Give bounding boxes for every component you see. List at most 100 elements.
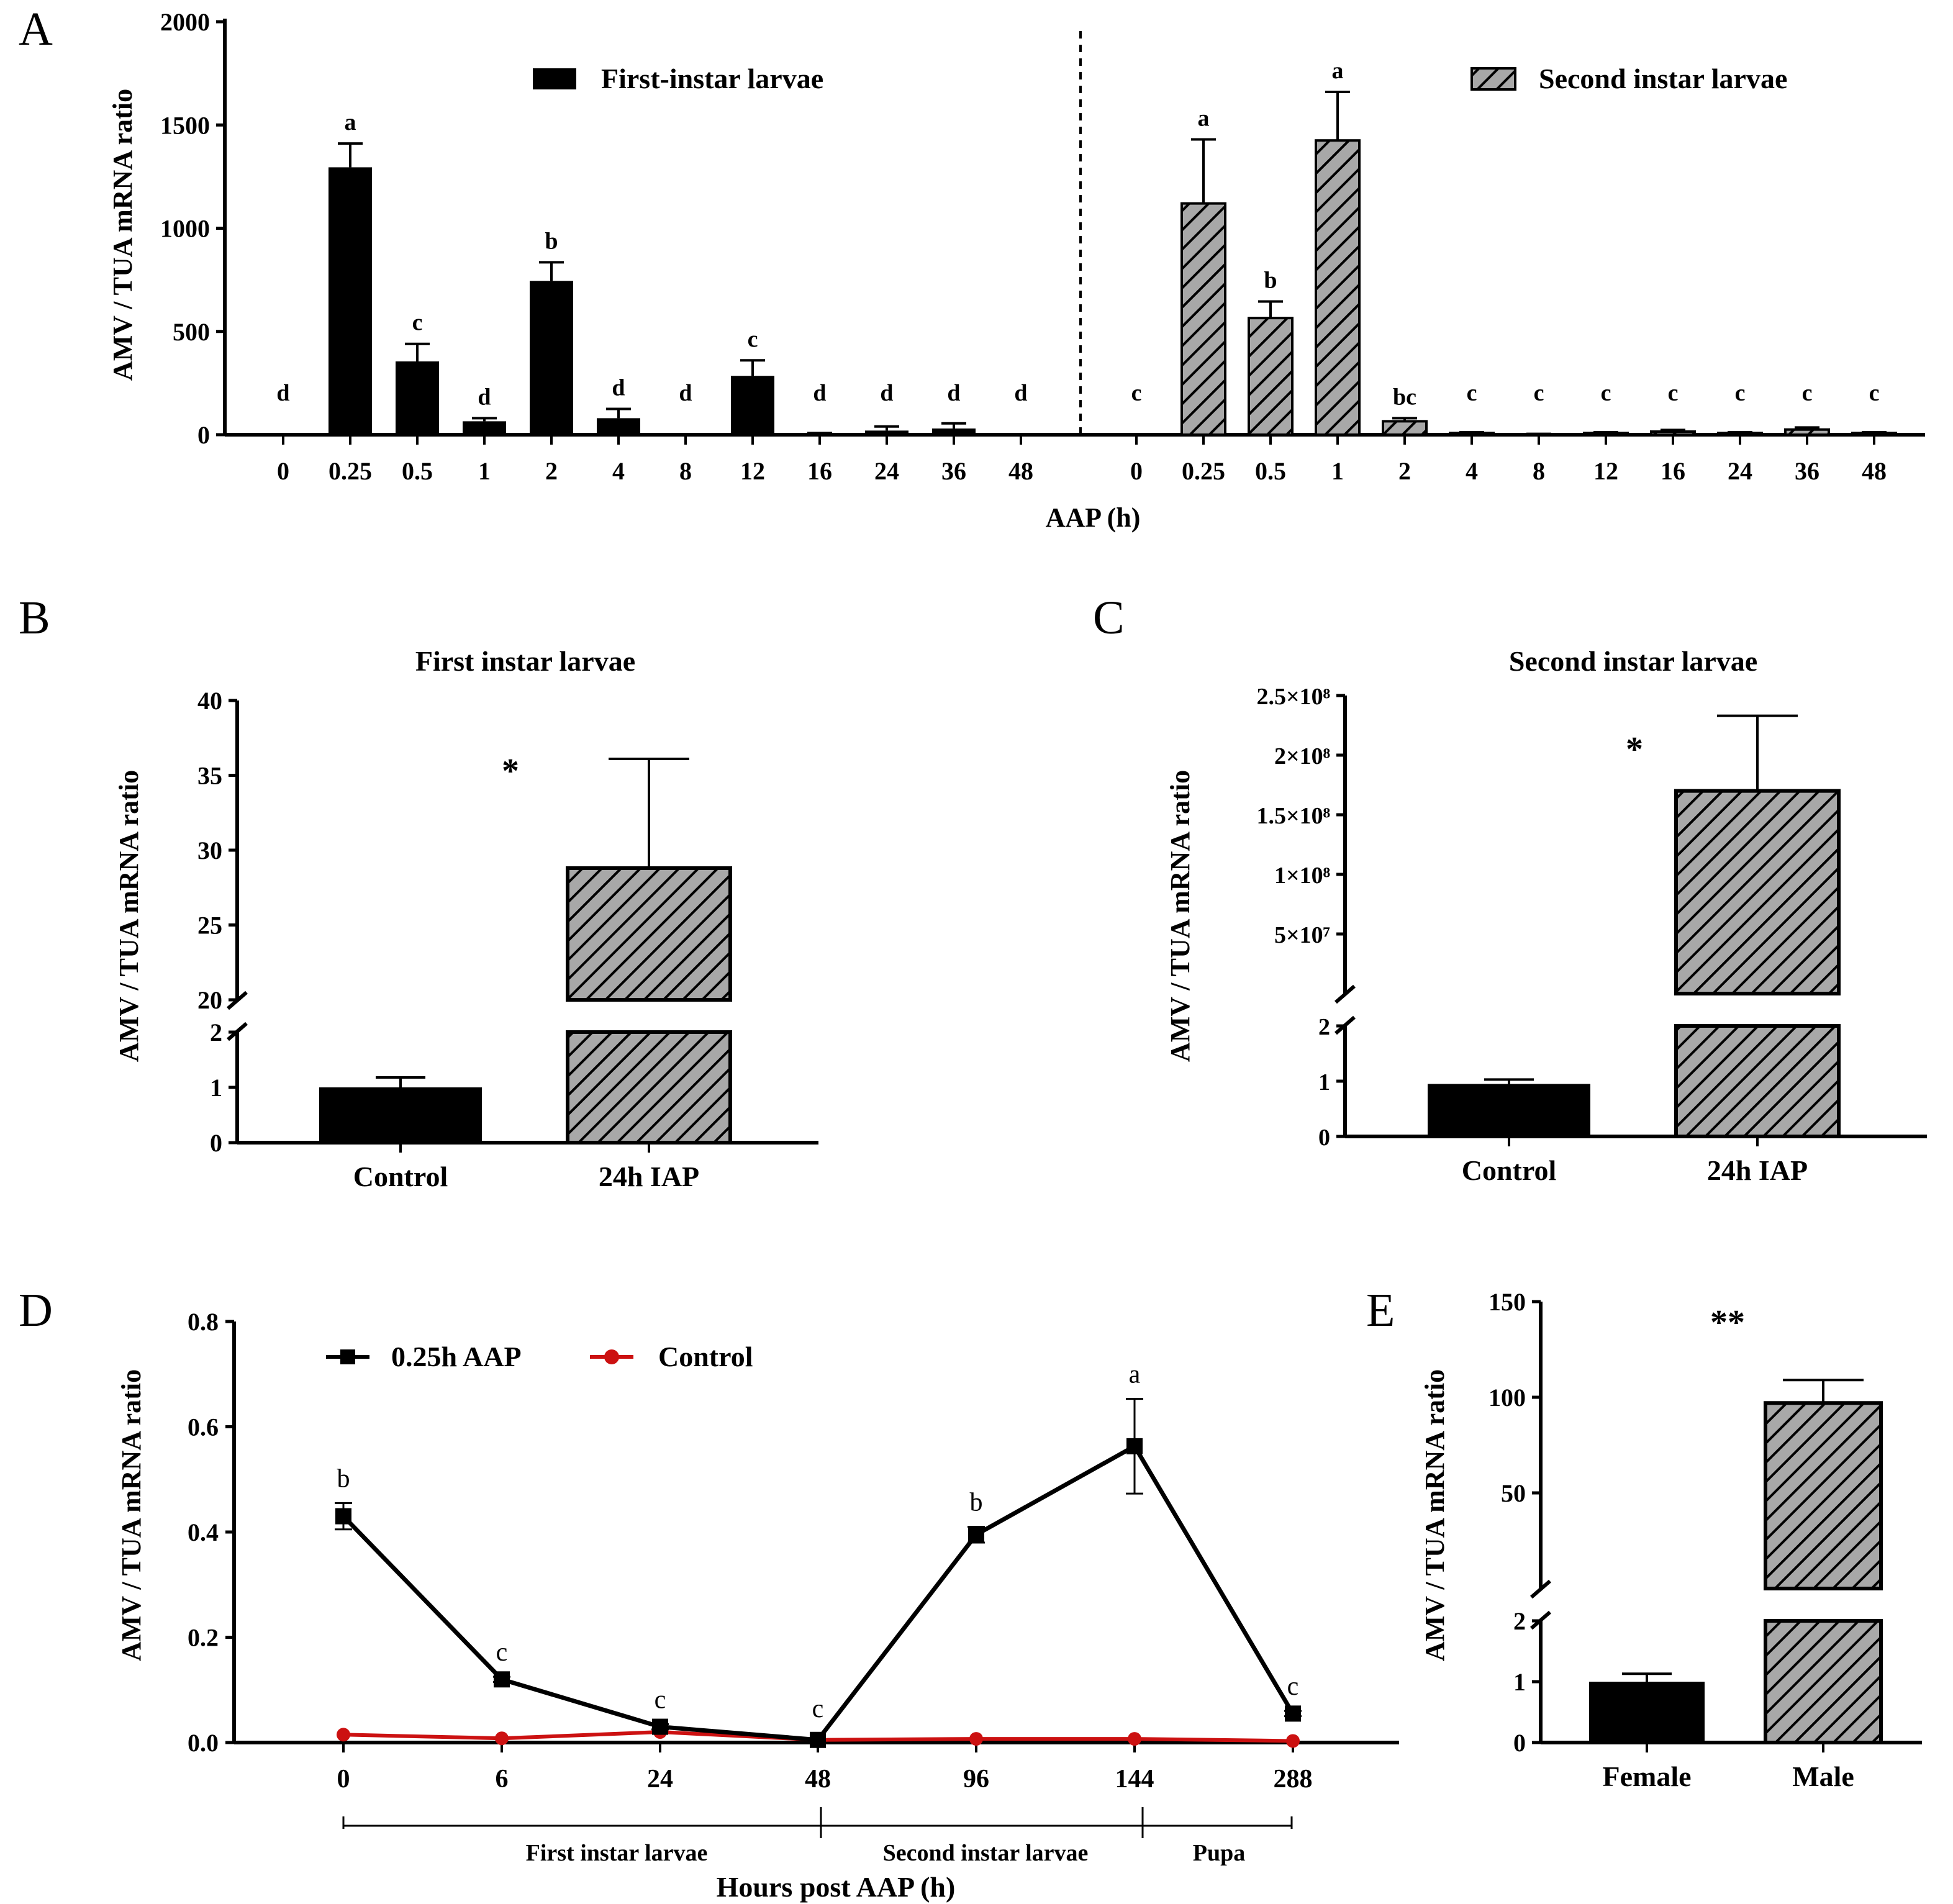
significance-marker: *: [502, 752, 519, 791]
panel-a-ytick-label: 1500: [160, 111, 210, 139]
legend-marker-control: [604, 1349, 619, 1364]
ytick-label-upper: 35: [197, 762, 222, 790]
ytick-label-upper: 30: [197, 836, 222, 864]
xtick-label: 24h IAP: [1707, 1154, 1808, 1186]
significance-letter: a: [1198, 106, 1210, 132]
panel-a-ylabel: AMV / TUA mRNA ratio: [107, 89, 138, 381]
bar-treatment-lower: [1674, 1024, 1841, 1138]
significance-marker: **: [1710, 1303, 1745, 1342]
ytick-label-upper: 2.5×10⁸: [1256, 684, 1330, 710]
significance-letter: d: [947, 380, 960, 406]
bar-second-instar: [1248, 317, 1294, 437]
bar-treatment-upper: [566, 866, 732, 1002]
ytick-label-lower: 0: [1318, 1125, 1330, 1151]
significance-letter: c: [1601, 380, 1611, 406]
panel-d-xtick-label: 0: [337, 1765, 350, 1793]
significance-letter: b: [1264, 268, 1277, 294]
significance-letter: c: [748, 326, 758, 352]
stage-label-second-instar: Second instar larvae: [883, 1840, 1089, 1866]
significance-letter: d: [276, 380, 289, 406]
panel-c-letter: C: [1093, 592, 1125, 644]
point-aap: [810, 1731, 826, 1748]
bar-treatment-upper: [1674, 789, 1841, 995]
bar-first-instar: [329, 167, 372, 435]
bar-control: [1428, 1084, 1590, 1136]
legend-control: Control: [658, 1341, 753, 1372]
panel-a-chart: A AMV / TUA mRNA ratio 0500100015002000 …: [19, 3, 1925, 533]
ytick-label-upper: 20: [197, 986, 222, 1014]
bar-second-instar: [1180, 202, 1226, 436]
panel-a-xtick-label: 0.5: [402, 457, 433, 485]
significance-letter: c: [1802, 380, 1813, 406]
stage-label-first-instar: First instar larvae: [526, 1840, 708, 1866]
significance-letter: b: [337, 1464, 350, 1493]
panel-a-xtick-label: 0.5: [1255, 457, 1286, 485]
legend-marker-aap: [340, 1349, 355, 1364]
significance-letter: b: [545, 228, 558, 254]
panel-a-xtick-label: 12: [1593, 457, 1618, 485]
bar-treatment-lower: [1764, 1619, 1883, 1744]
panel-a-xtick-label: 12: [740, 457, 765, 485]
ytick-label-lower: 0: [210, 1129, 222, 1157]
panel-a-xtick-label: 8: [679, 457, 692, 485]
panel-b-letter: B: [19, 592, 50, 644]
significance-letter: c: [1668, 380, 1679, 406]
bar-first-instar: [530, 281, 573, 435]
panel-d-letter: D: [19, 1284, 53, 1336]
significance-letter: b: [970, 1489, 983, 1517]
significance-letter: d: [813, 380, 826, 406]
significance-letter: bc: [1393, 384, 1416, 410]
ytick-label-lower: 0: [1513, 1729, 1526, 1757]
panel-a-xtick-label: 1: [478, 457, 491, 485]
point-aap: [1126, 1438, 1143, 1454]
panel-a-xtick-label: 2: [545, 457, 558, 485]
panel-a-xtick-label: 24: [874, 457, 899, 485]
panel-a-xtick-label: 4: [612, 457, 625, 485]
panel-d-ytick-label: 0.8: [188, 1308, 219, 1336]
panel-d-xtick-label: 144: [1115, 1765, 1154, 1793]
significance-letter: c: [1467, 380, 1477, 406]
panel-a-xtick-label: 0.25: [1182, 457, 1225, 485]
xtick-label: Male: [1792, 1761, 1854, 1792]
point-aap: [335, 1508, 351, 1525]
panel-e-ylabel: AMV / TUA mRNA ratio: [1420, 1369, 1450, 1661]
panel-a-xtick-label: 36: [941, 457, 966, 485]
panel-a-xtick-label: 0: [1130, 457, 1143, 485]
significance-letter: c: [496, 1638, 508, 1667]
ytick-label-upper: 2×10⁸: [1274, 743, 1330, 769]
panel-a-xtick-label: 36: [1795, 457, 1819, 485]
ytick-label-lower: 2: [1318, 1014, 1330, 1040]
panel-d-ytick-label: 0.6: [188, 1413, 219, 1441]
point-control: [337, 1728, 350, 1742]
point-control: [1128, 1732, 1141, 1746]
significance-letter: c: [1534, 380, 1544, 406]
bar-first-instar: [463, 421, 506, 435]
xtick-label: Control: [1462, 1154, 1557, 1186]
panel-c-chart: C Second instar larvae AMV / TUA mRNA ra…: [1093, 592, 1927, 1186]
panel-b-title: First instar larvae: [415, 645, 635, 677]
panel-a-xtick-label: 0.25: [329, 457, 372, 485]
significance-letter: d: [612, 374, 625, 401]
panel-a-xtick-label: 48: [1862, 457, 1887, 485]
ytick-label-lower: 2: [210, 1018, 222, 1046]
bar-second-instar: [1650, 430, 1696, 437]
panel-d-chart: D AMV / TUA mRNA ratio 0.0 0.2 0.4 0.6 0.8 0 6…: [19, 1284, 1399, 1903]
ytick-label-lower: 1: [210, 1074, 222, 1102]
significance-letter: a: [1129, 1361, 1141, 1389]
bar-first-instar: [731, 376, 774, 435]
bar-control: [319, 1087, 482, 1143]
ytick-label-lower: 1: [1513, 1668, 1526, 1696]
ytick-label-upper: 1×10⁸: [1274, 863, 1330, 889]
panel-a-xtick-label: 8: [1533, 457, 1545, 485]
bar-second-instar: [1784, 428, 1830, 436]
panel-c-title: Second instar larvae: [1509, 645, 1757, 677]
ytick-label-lower: 2: [1513, 1607, 1526, 1635]
significance-letter: d: [679, 380, 692, 406]
panel-c-break-mark: [1334, 984, 1356, 1004]
significance-letter: c: [1735, 380, 1746, 406]
ytick-label-upper: 25: [197, 912, 222, 940]
panel-d-xlabel: Hours post AAP (h): [717, 1871, 956, 1903]
panel-a-ytick-label: 2000: [160, 8, 210, 36]
point-aap: [968, 1526, 984, 1543]
ytick-label-upper: 50: [1501, 1479, 1526, 1507]
